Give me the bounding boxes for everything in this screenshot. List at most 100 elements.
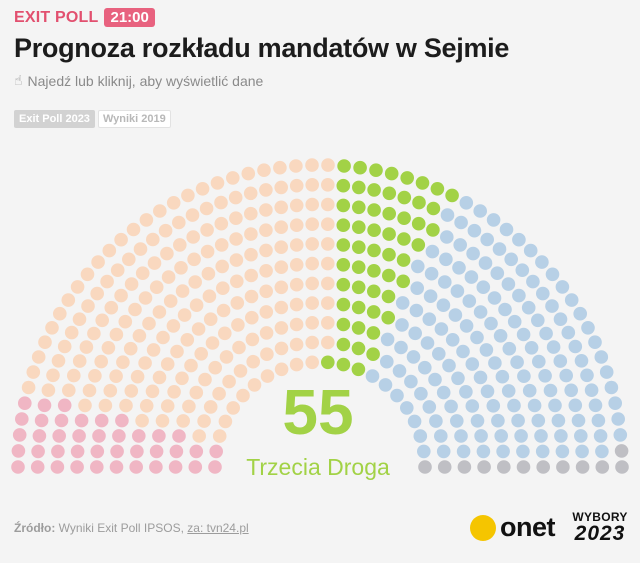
seat-dot[interactable] <box>41 383 56 398</box>
seat-dot[interactable] <box>274 180 289 195</box>
seat-dot[interactable] <box>321 335 335 350</box>
seat-dot[interactable] <box>212 429 227 443</box>
seat-dot[interactable] <box>336 357 351 372</box>
seat-dot[interactable] <box>378 378 393 392</box>
seat-dot[interactable] <box>321 217 335 231</box>
seat-dot[interactable] <box>351 280 366 295</box>
seat-dot[interactable] <box>382 186 397 201</box>
seat-dot[interactable] <box>194 347 208 361</box>
seat-dot[interactable] <box>453 238 468 252</box>
seat-dot[interactable] <box>259 326 274 340</box>
seat-dot[interactable] <box>31 350 46 364</box>
seat-dot[interactable] <box>11 444 26 458</box>
seat-dot[interactable] <box>147 256 162 270</box>
seat-dot[interactable] <box>321 256 335 271</box>
seat-dot[interactable] <box>46 368 60 383</box>
seat-dot[interactable] <box>507 314 522 329</box>
seat-dot[interactable] <box>163 294 178 308</box>
seat-dot[interactable] <box>430 182 445 196</box>
seat-dot[interactable] <box>90 286 104 301</box>
seat-dot[interactable] <box>380 332 395 347</box>
seat-dot[interactable] <box>336 317 351 332</box>
seat-dot[interactable] <box>259 305 274 319</box>
seat-dot[interactable] <box>478 256 493 270</box>
seat-dot[interactable] <box>245 332 260 347</box>
seat-dot[interactable] <box>78 398 92 413</box>
seat-dot[interactable] <box>92 429 106 443</box>
seat-dot[interactable] <box>381 310 396 325</box>
seat-dot[interactable] <box>438 275 452 289</box>
seat-dot[interactable] <box>474 429 488 443</box>
tab-results-2019[interactable]: Wyniki 2019 <box>97 110 171 128</box>
seat-dot[interactable] <box>289 218 304 232</box>
seat-dot[interactable] <box>407 414 422 429</box>
seat-dot[interactable] <box>167 385 181 399</box>
seat-dot[interactable] <box>434 429 448 443</box>
seat-dot[interactable] <box>72 429 86 443</box>
seat-dot[interactable] <box>180 333 195 347</box>
seat-dot[interactable] <box>199 201 214 216</box>
seat-dot[interactable] <box>170 344 184 359</box>
seat-dot[interactable] <box>395 296 410 310</box>
seat-dot[interactable] <box>608 396 622 411</box>
seat-dot[interactable] <box>189 444 204 459</box>
seat-dot[interactable] <box>91 255 105 269</box>
seat-dot[interactable] <box>88 369 102 383</box>
seat-dot[interactable] <box>94 354 108 369</box>
seat-dot[interactable] <box>450 414 464 428</box>
seat-dot[interactable] <box>548 398 562 413</box>
seat-dot[interactable] <box>189 385 204 400</box>
seat-dot[interactable] <box>214 216 229 231</box>
seat-dot[interactable] <box>161 270 176 284</box>
seat-dot[interactable] <box>412 195 426 210</box>
seat-dot[interactable] <box>459 385 473 399</box>
seat-dot[interactable] <box>274 341 289 356</box>
seat-dot[interactable] <box>135 413 149 428</box>
seat-dot[interactable] <box>604 380 619 395</box>
seat-dot[interactable] <box>367 203 381 217</box>
seat-dot[interactable] <box>289 297 304 312</box>
seat-dot[interactable] <box>397 211 411 225</box>
seat-dot[interactable] <box>208 460 222 474</box>
seat-dot[interactable] <box>336 238 351 252</box>
seat-dot[interactable] <box>219 350 234 364</box>
seat-dot[interactable] <box>222 374 236 389</box>
seat-dot[interactable] <box>149 280 164 295</box>
seat-dot[interactable] <box>168 460 183 474</box>
seat-dot[interactable] <box>545 299 559 313</box>
seat-dot[interactable] <box>80 267 95 282</box>
seat-dot[interactable] <box>195 182 210 196</box>
seat-dot[interactable] <box>445 333 460 347</box>
seat-dot[interactable] <box>135 266 150 281</box>
seat-dot[interactable] <box>231 318 245 332</box>
seat-dot[interactable] <box>109 369 123 384</box>
seat-dot[interactable] <box>289 238 304 252</box>
seat-dot[interactable] <box>321 296 335 310</box>
seat-dot[interactable] <box>152 305 167 319</box>
seat-dot[interactable] <box>504 252 518 267</box>
seat-dot[interactable] <box>229 253 244 267</box>
seat-dot[interactable] <box>499 222 514 237</box>
seat-dot[interactable] <box>305 355 320 370</box>
seat-dot[interactable] <box>274 362 289 377</box>
seat-dot[interactable] <box>351 341 366 356</box>
seat-dot[interactable] <box>484 316 498 331</box>
seat-dot[interactable] <box>406 350 421 364</box>
seat-dot[interactable] <box>501 277 516 291</box>
seat-dot[interactable] <box>274 220 289 234</box>
seat-dot[interactable] <box>559 368 573 383</box>
seat-dot[interactable] <box>321 316 335 330</box>
seat-dot[interactable] <box>110 263 125 278</box>
seat-dot[interactable] <box>534 429 548 443</box>
seat-dot[interactable] <box>274 260 289 275</box>
seat-dot[interactable] <box>259 284 274 299</box>
seat-dot[interactable] <box>160 399 175 413</box>
seat-dot[interactable] <box>480 232 495 247</box>
seat-dot[interactable] <box>555 280 570 294</box>
seat-dot[interactable] <box>67 368 81 383</box>
seat-dot[interactable] <box>426 223 440 237</box>
seat-dot[interactable] <box>197 414 211 428</box>
seat-dot[interactable] <box>394 340 408 355</box>
seat-dot[interactable] <box>203 400 218 414</box>
seat-dot[interactable] <box>413 429 428 443</box>
